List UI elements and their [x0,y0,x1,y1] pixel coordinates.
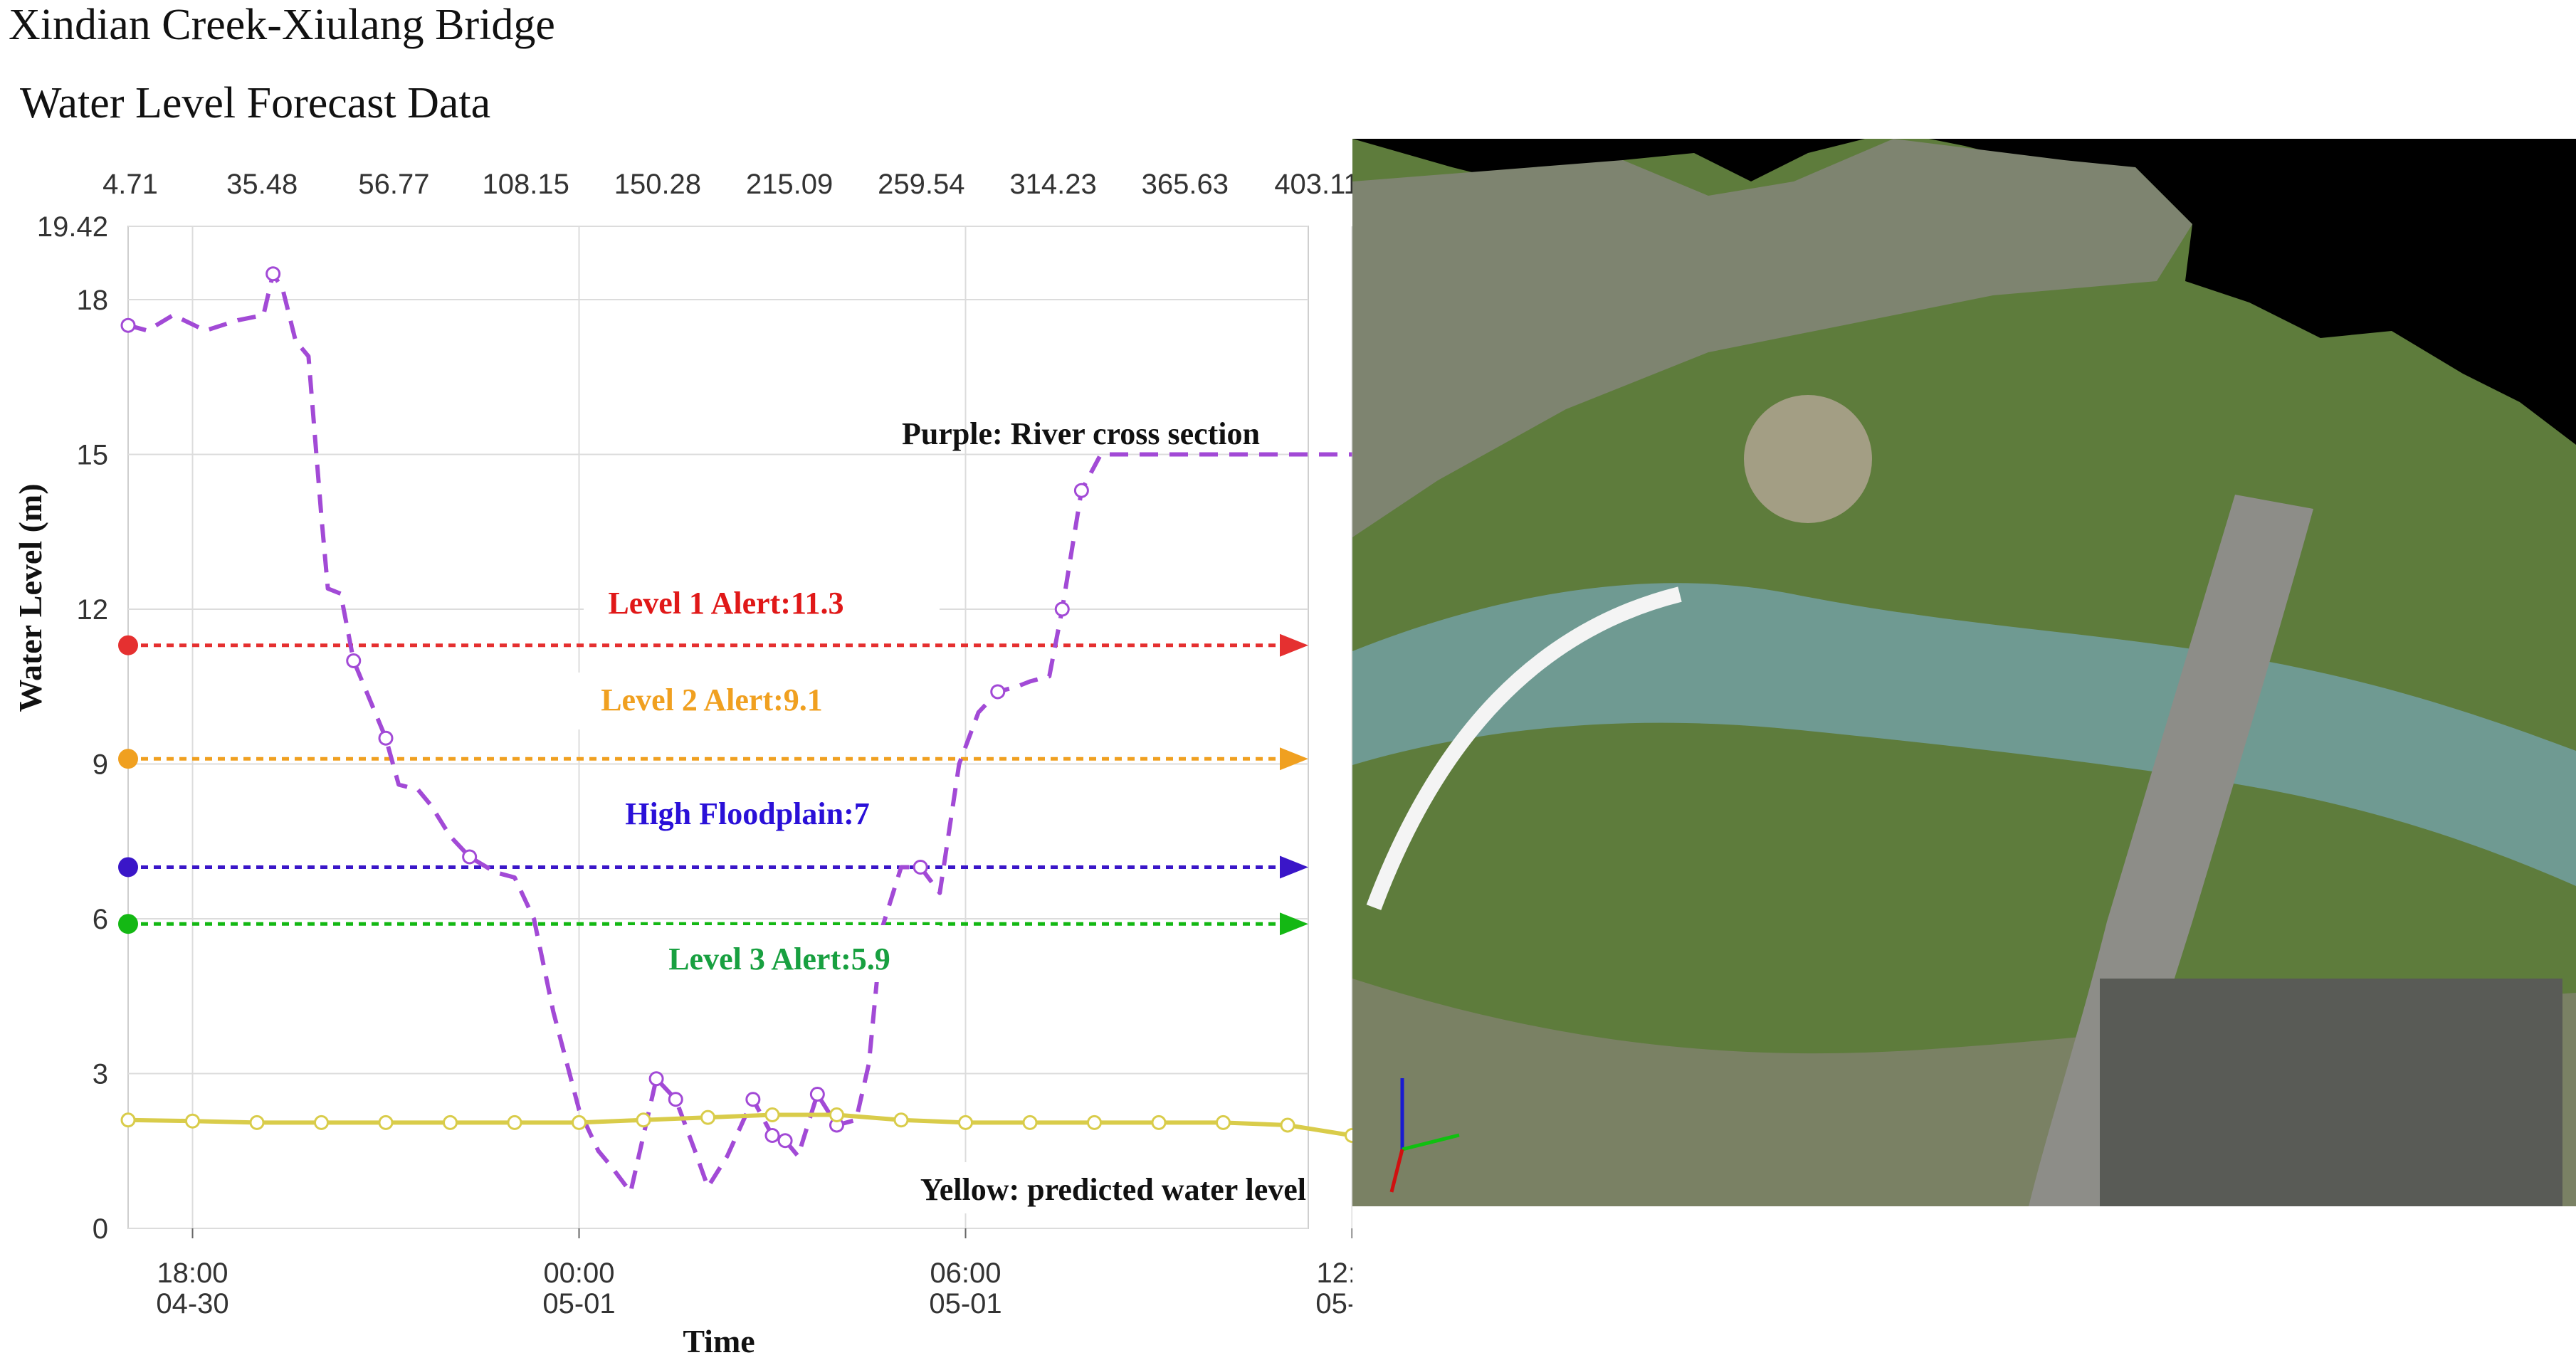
data-point [1151,1114,1167,1130]
y-tick-label: 0 [93,1213,108,1245]
y-tick-label: 18 [77,285,109,316]
annotation-yellow: Yellow: predicted water level [920,1172,1306,1207]
data-point [764,1107,780,1122]
data-point [462,849,478,865]
data-point [700,1110,715,1125]
reference-line-arrow [1280,747,1308,771]
x-tick-label-time: 12:00 [1316,1258,1352,1289]
data-point [1054,601,1070,617]
data-point [809,1086,825,1102]
y-tick-label: 3 [93,1058,108,1090]
x-tick-label-date: 05-01 [929,1288,1002,1319]
data-point [913,859,928,875]
reference-line-arrow [1280,855,1308,879]
top-axis-label: 365.63 [1142,169,1229,200]
label-level2: Level 2 Alert:9.1 [601,682,823,717]
y-axis-ticks: 0 3 6 9 12 15 18 19.42 [37,211,108,1245]
top-axis-label: 403.11 [1274,169,1352,200]
data-point [893,1112,909,1128]
data-point [266,266,281,282]
annotation-purple: Purple: River cross section [902,416,1260,451]
y-tick-label: 6 [93,904,108,935]
data-point [829,1107,844,1122]
data-point [314,1114,329,1130]
data-point [777,1133,793,1149]
x-tick-label-date: 05-01 [542,1288,615,1319]
label-floodplain: High Floodplain:7 [625,796,870,831]
top-axis-label: 150.28 [614,169,701,200]
data-point [507,1114,522,1130]
top-axis-label: 215.09 [746,169,833,200]
series-line-predicted-water-level [127,1112,1352,1138]
x-tick-label-time: 00:00 [543,1258,614,1289]
reference-line-start-dot [118,857,138,878]
y-tick-label: 12 [77,594,109,626]
reference-line-start-dot [118,749,138,769]
y-axis-title: Water Level (m) [12,483,48,712]
top-axis-ticks: 4.71 35.48 56.77 108.15 150.28 215.09 259.54 31… [102,169,1352,200]
data-point [378,730,394,746]
top-axis-label: 4.71 [102,169,158,200]
label-backdrop-level2 [562,673,932,729]
x-tick-label-time: 06:00 [930,1258,1001,1289]
data-point [990,684,1006,700]
chart-subtitle: Water Level Forecast Data [20,79,491,127]
reference-lines [118,633,1308,936]
reference-line-arrow [1280,633,1308,657]
data-point [1345,1127,1352,1143]
data-point [648,1071,664,1087]
data-point [346,653,362,668]
annotation-yellow-backdrop [822,1162,1306,1213]
top-axis-label: 314.23 [1009,169,1096,200]
x-tick-label-date: 05-01 [1315,1288,1352,1319]
grid [128,226,1352,1229]
x-tick-label-date: 04-30 [156,1288,228,1319]
data-point [764,1127,780,1143]
data-point [636,1112,651,1128]
data-point [120,317,136,333]
data-point [249,1114,265,1130]
label-level1: Level 1 Alert:11.3 [608,586,843,621]
data-point [185,1113,200,1129]
data-point [1216,1114,1231,1130]
series [120,266,1352,1195]
data-point [668,1092,683,1107]
reference-line-arrow [1280,912,1308,936]
reference-line-start-dot [118,635,138,655]
figure-title: Xindian Creek-Xiulang Bridge [9,1,555,49]
reference-line-start-dot [118,914,138,934]
top-axis-label: 56.77 [358,169,429,200]
y-tick-label: 9 [93,749,108,780]
x-axis-title: Time [683,1323,755,1359]
data-point [958,1114,973,1130]
label-backdrop-level1 [584,584,940,641]
top-axis-label: 108.15 [482,169,569,200]
label-level3: Level 3 Alert:5.9 [668,942,890,976]
label-backdrop-level3 [626,925,940,982]
data-point [1073,483,1089,498]
data-point [1280,1117,1295,1133]
top-axis-label: 259.54 [878,169,964,200]
data-point [1087,1114,1102,1130]
top-axis-label: 35.48 [226,169,298,200]
aerial-3d-terrain-model-image [1352,139,2576,1206]
data-point [443,1114,458,1130]
y-tick-label: 19.42 [37,211,108,243]
data-point [745,1092,761,1107]
data-point [120,1112,136,1128]
x-tick-label-time: 18:00 [157,1258,228,1289]
data-point [572,1114,587,1130]
data-point [1022,1114,1038,1130]
y-tick-label: 15 [77,439,109,470]
data-point [378,1114,394,1130]
series-line-river-cross-section [127,271,1352,1195]
